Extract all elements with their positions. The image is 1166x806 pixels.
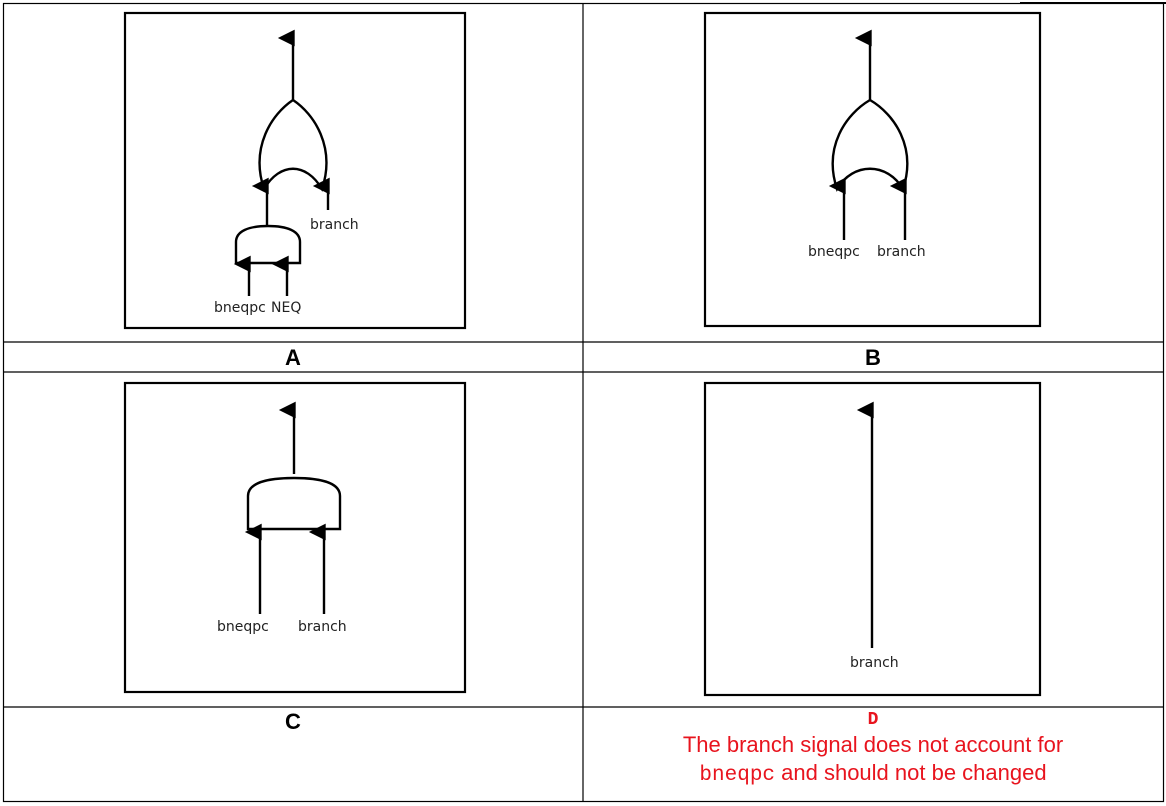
answer-explanation: The branch signal does not account for b… <box>584 731 1162 790</box>
panel-b-diagram: bneqpc branch <box>703 11 1042 328</box>
label-a: A <box>285 345 301 370</box>
panel-a-diagram: branch bneqpc NEQ <box>123 11 467 330</box>
label-d: D <box>867 710 879 730</box>
panel-c-diagram: bneqpc branch <box>123 381 467 694</box>
panel-a-frame <box>123 11 467 330</box>
answer-cell: D The branch signal does not account for… <box>584 709 1162 790</box>
branch-label: branch <box>877 244 926 260</box>
answer-line-2: bneqpc and should not be changed <box>584 759 1162 790</box>
and-gate <box>234 224 302 265</box>
code-bneqpc: bneqpc <box>699 764 776 787</box>
or-gate <box>258 98 328 192</box>
branch-label: branch <box>850 655 899 671</box>
bneqpc-label: bneqpc <box>217 619 269 635</box>
branch-label: branch <box>298 619 347 635</box>
and-gate <box>246 476 342 531</box>
panel-d-diagram: branch <box>703 381 1042 697</box>
answer-line-1: The branch signal does not account for <box>682 732 1064 757</box>
bneqpc-label: bneqpc <box>808 244 860 260</box>
bneqpc-label: bneqpc <box>214 300 266 316</box>
branch-label: branch <box>310 217 359 233</box>
or-gate <box>831 98 909 192</box>
answer-line-2-rest: and should not be changed <box>775 760 1047 785</box>
neq-label: NEQ <box>271 300 301 316</box>
label-c: C <box>285 709 301 734</box>
label-b: B <box>865 345 881 370</box>
panel-c-frame <box>123 381 467 694</box>
